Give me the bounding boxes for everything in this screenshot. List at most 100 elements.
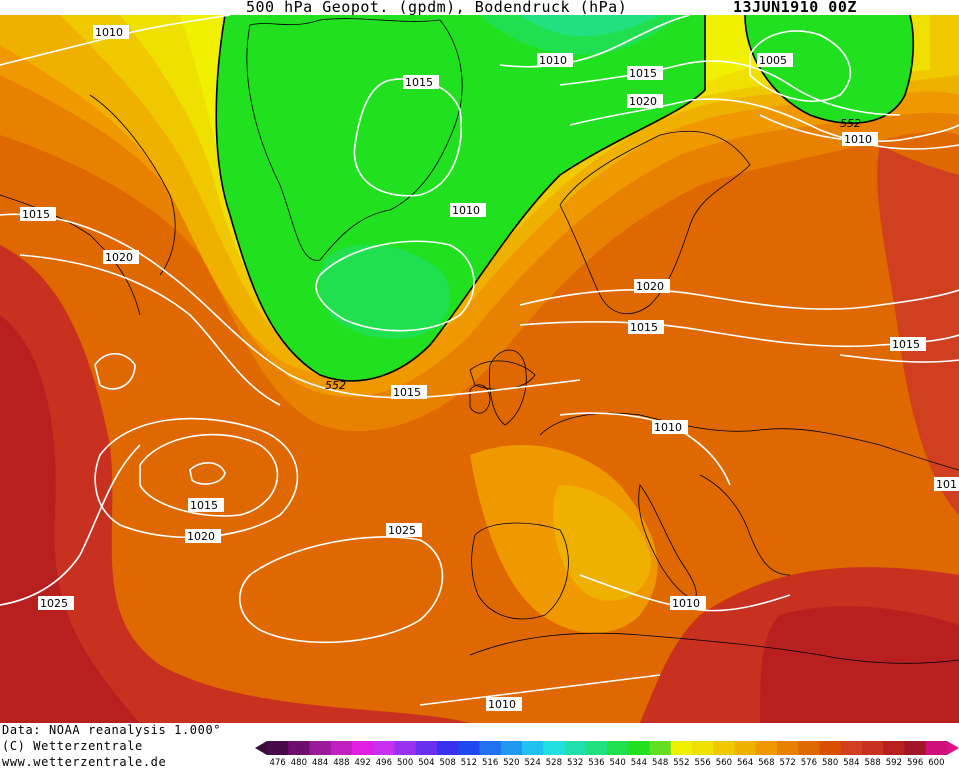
- coast-uk: [489, 349, 527, 426]
- legend-arrow-left: [255, 741, 267, 755]
- legend-value-label: 532: [567, 758, 584, 768]
- footer: Data: NOAA reanalysis 1.000° (C) Wetterz…: [0, 723, 959, 770]
- coast-greenland: [246, 18, 463, 261]
- label-bg-1015-north: [627, 66, 663, 80]
- label-1010-greenland: 1010: [452, 204, 480, 217]
- website-text: www.wetterzentrale.de: [2, 755, 167, 769]
- isobar-1020-west: [19, 254, 281, 406]
- label-bg-101-east: [934, 477, 959, 491]
- legend-swatch: [373, 741, 395, 755]
- label-bg-1015-west: [20, 207, 56, 221]
- label-1020-south: 1020: [187, 530, 215, 543]
- label-1025-south: 1025: [388, 524, 416, 537]
- label-1010-med: 1010: [672, 597, 700, 610]
- legend-swatch: [267, 741, 289, 755]
- data-source-text: Data: NOAA reanalysis 1.000°: [2, 723, 222, 737]
- legend-value-label: 584: [843, 758, 860, 768]
- isobar-1005-ne: [749, 30, 852, 102]
- legend-value-label: 540: [609, 758, 626, 768]
- field-588-east: [877, 145, 959, 515]
- label-1010-south: 1010: [488, 698, 516, 711]
- legend-swatch: [585, 741, 608, 755]
- legend-value-label: 524: [524, 758, 541, 768]
- label-bg-1010-ne: [842, 132, 878, 146]
- label-1010-north: 1010: [539, 54, 567, 67]
- weather-map: 1010 1015 1020 1015 1010 1010 1015 1020 …: [0, 15, 959, 723]
- legend-value-label: 508: [439, 758, 456, 768]
- legend-swatch: [500, 741, 523, 755]
- legend-value-label: 556: [694, 758, 711, 768]
- coast-north-africa: [469, 632, 959, 664]
- legend-swatch: [840, 741, 863, 755]
- legend-value-label: 536: [588, 758, 605, 768]
- label-bg-1010-north: [537, 53, 573, 67]
- label-bg-1015-mid: [391, 385, 427, 399]
- legend-swatch: [543, 741, 565, 755]
- color-legend-labels: 476 480 484 488 492 496 500 504 508 512 516 520 524 5…: [267, 758, 957, 770]
- field-544-greenland: [318, 244, 451, 339]
- label-bg-1010-med: [670, 596, 706, 610]
- isobar-1010-north: [499, 15, 691, 68]
- legend-value-label: 512: [460, 758, 477, 768]
- legend-swatch: [628, 741, 650, 755]
- legend-swatch: [394, 741, 417, 755]
- label-101-east: 101: [936, 478, 957, 491]
- legend-value-label: 484: [312, 758, 329, 768]
- legend-value-label: 600: [928, 758, 945, 768]
- legend-swatch: [692, 741, 714, 755]
- label-1015-europe: 1015: [630, 321, 658, 334]
- legend-arrow-right: [947, 741, 959, 755]
- legend-swatch: [288, 741, 310, 755]
- legend-value-label: 520: [503, 758, 520, 768]
- coast-scandinavia: [559, 130, 751, 314]
- legend-swatch: [309, 741, 332, 755]
- isobar-1015-east: [839, 354, 959, 363]
- label-bg-1025-south: [386, 523, 422, 537]
- label-1010-europe: 1010: [654, 421, 682, 434]
- map-canvas: 1010 1015 1020 1015 1010 1010 1015 1020 …: [0, 15, 959, 723]
- isobar-1015-west: [0, 213, 581, 399]
- label-552-northeast: 552: [840, 117, 861, 130]
- legend-swatch: [819, 741, 842, 755]
- label-1015-mid: 1015: [393, 386, 421, 399]
- label-bg-1015-east: [890, 337, 926, 351]
- isobar-1015-north: [559, 60, 901, 116]
- label-1010-nw: 1010: [95, 26, 123, 39]
- label-1020-west: 1020: [105, 251, 133, 264]
- contour-labels: 1010 1015 1020 1015 1010 1010 1015 1020 …: [22, 26, 957, 711]
- isobar-1010-south: [419, 674, 661, 706]
- legend-value-label: 488: [333, 758, 350, 768]
- legend-swatch: [713, 741, 735, 755]
- legend-swatch: [777, 741, 799, 755]
- legend-swatch: [670, 741, 693, 755]
- label-552-greenland: 552: [325, 379, 346, 392]
- legend-swatch: [415, 741, 438, 755]
- field-540-north: [520, 15, 660, 37]
- field-564-trough: [553, 485, 651, 601]
- legend-swatch: [862, 741, 884, 755]
- legend-swatch: [883, 741, 905, 755]
- chart-title: 500 hPa Geopot. (gpdm), Bodendruck (hPa): [246, 0, 628, 16]
- coast-iceland: [469, 360, 536, 390]
- contour-label-boxes: [20, 25, 959, 711]
- isobar-1015-greenland: [353, 78, 462, 197]
- label-1020-europe: 1020: [636, 280, 664, 293]
- coast-baffin: [89, 94, 176, 276]
- legend-value-label: 496: [375, 758, 392, 768]
- isobars: [0, 15, 959, 706]
- isobar-1010-ne: [759, 114, 959, 143]
- legend-swatch: [925, 741, 948, 755]
- contour-552-northeast: [744, 15, 915, 124]
- label-1020-north: 1020: [629, 95, 657, 108]
- isobar-1025-sw: [0, 444, 141, 606]
- legend-swatch: [352, 741, 374, 755]
- legend-value-label: 580: [822, 758, 839, 768]
- legend-value-label: 516: [482, 758, 499, 768]
- isobar-1025-south: [238, 536, 444, 644]
- legend-swatch: [564, 741, 587, 755]
- field-592-southeast: [760, 606, 959, 723]
- label-1005-ne: 1005: [759, 54, 787, 67]
- legend-value-label: 548: [652, 758, 669, 768]
- label-1010-ne: 1010: [844, 133, 872, 146]
